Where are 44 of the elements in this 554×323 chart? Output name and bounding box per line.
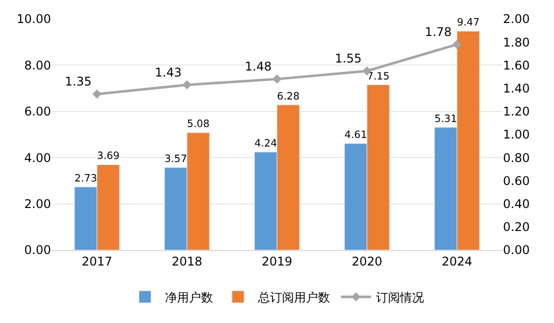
x-tick-label: 2024 xyxy=(442,254,472,268)
y-tick-label: 6.00 xyxy=(24,104,51,119)
data-label: 1.43 xyxy=(154,65,182,80)
point xyxy=(182,80,192,90)
data-label: 2.73 xyxy=(74,173,97,184)
x-tick-label: 2017 xyxy=(82,254,112,268)
y2-tick-label: 0.20 xyxy=(503,220,530,234)
point xyxy=(272,74,282,84)
x-tick-label: 2020 xyxy=(352,254,382,268)
y2-tick-label: 0.60 xyxy=(503,174,530,188)
data-label: 3.69 xyxy=(97,151,120,162)
legend-label: 订阅情况 xyxy=(376,290,424,305)
y-tick-label: 4.00 xyxy=(24,150,51,165)
data-label: 7.15 xyxy=(367,71,390,82)
data-label: 1.55 xyxy=(334,52,362,66)
y2-tick-label: 1.20 xyxy=(503,104,530,119)
x-tick-label: 2018 xyxy=(172,254,202,268)
data-label: 4.24 xyxy=(254,138,277,150)
point xyxy=(92,90,102,99)
data-label: 4.61 xyxy=(344,130,367,141)
y2-tick-label: 1.00 xyxy=(503,128,530,142)
y2-tick-label: 1.40 xyxy=(503,82,530,96)
data-label: 3.57 xyxy=(164,154,187,166)
x-tick-label: 2019 xyxy=(262,254,292,268)
y-tick-label: 0.00 xyxy=(24,243,51,258)
data-label: 1.78 xyxy=(424,25,452,40)
point xyxy=(452,40,462,49)
y2-tick-label: 1.80 xyxy=(503,35,530,50)
y-tick-label: 2.00 xyxy=(24,197,51,211)
data-label: 6.28 xyxy=(277,91,300,102)
data-label: 5.08 xyxy=(187,119,210,130)
y2-tick-label: 0.80 xyxy=(503,150,530,165)
data-label: 9.47 xyxy=(457,18,480,29)
y-tick-label: 10.00 xyxy=(16,12,51,26)
y2-tick-label: 2.00 xyxy=(503,12,530,26)
y2-tick-label: 0.40 xyxy=(503,197,530,211)
y-tick-label: 8.00 xyxy=(24,58,51,72)
data-label: 1.48 xyxy=(244,60,272,74)
legend-label: 净用户数 xyxy=(165,290,213,305)
y2-tick-label: 1.60 xyxy=(503,58,530,72)
data-label: 1.35 xyxy=(64,74,92,89)
legend-label: 总订阅用户数 xyxy=(257,290,330,305)
y2-tick-label: 0.00 xyxy=(503,243,530,258)
data-label: 5.31 xyxy=(434,114,457,125)
